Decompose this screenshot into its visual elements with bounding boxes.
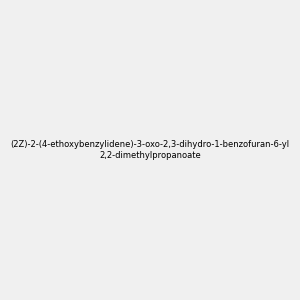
Text: (2Z)-2-(4-ethoxybenzylidene)-3-oxo-2,3-dihydro-1-benzofuran-6-yl 2,2-dimethylpro: (2Z)-2-(4-ethoxybenzylidene)-3-oxo-2,3-d… <box>11 140 290 160</box>
